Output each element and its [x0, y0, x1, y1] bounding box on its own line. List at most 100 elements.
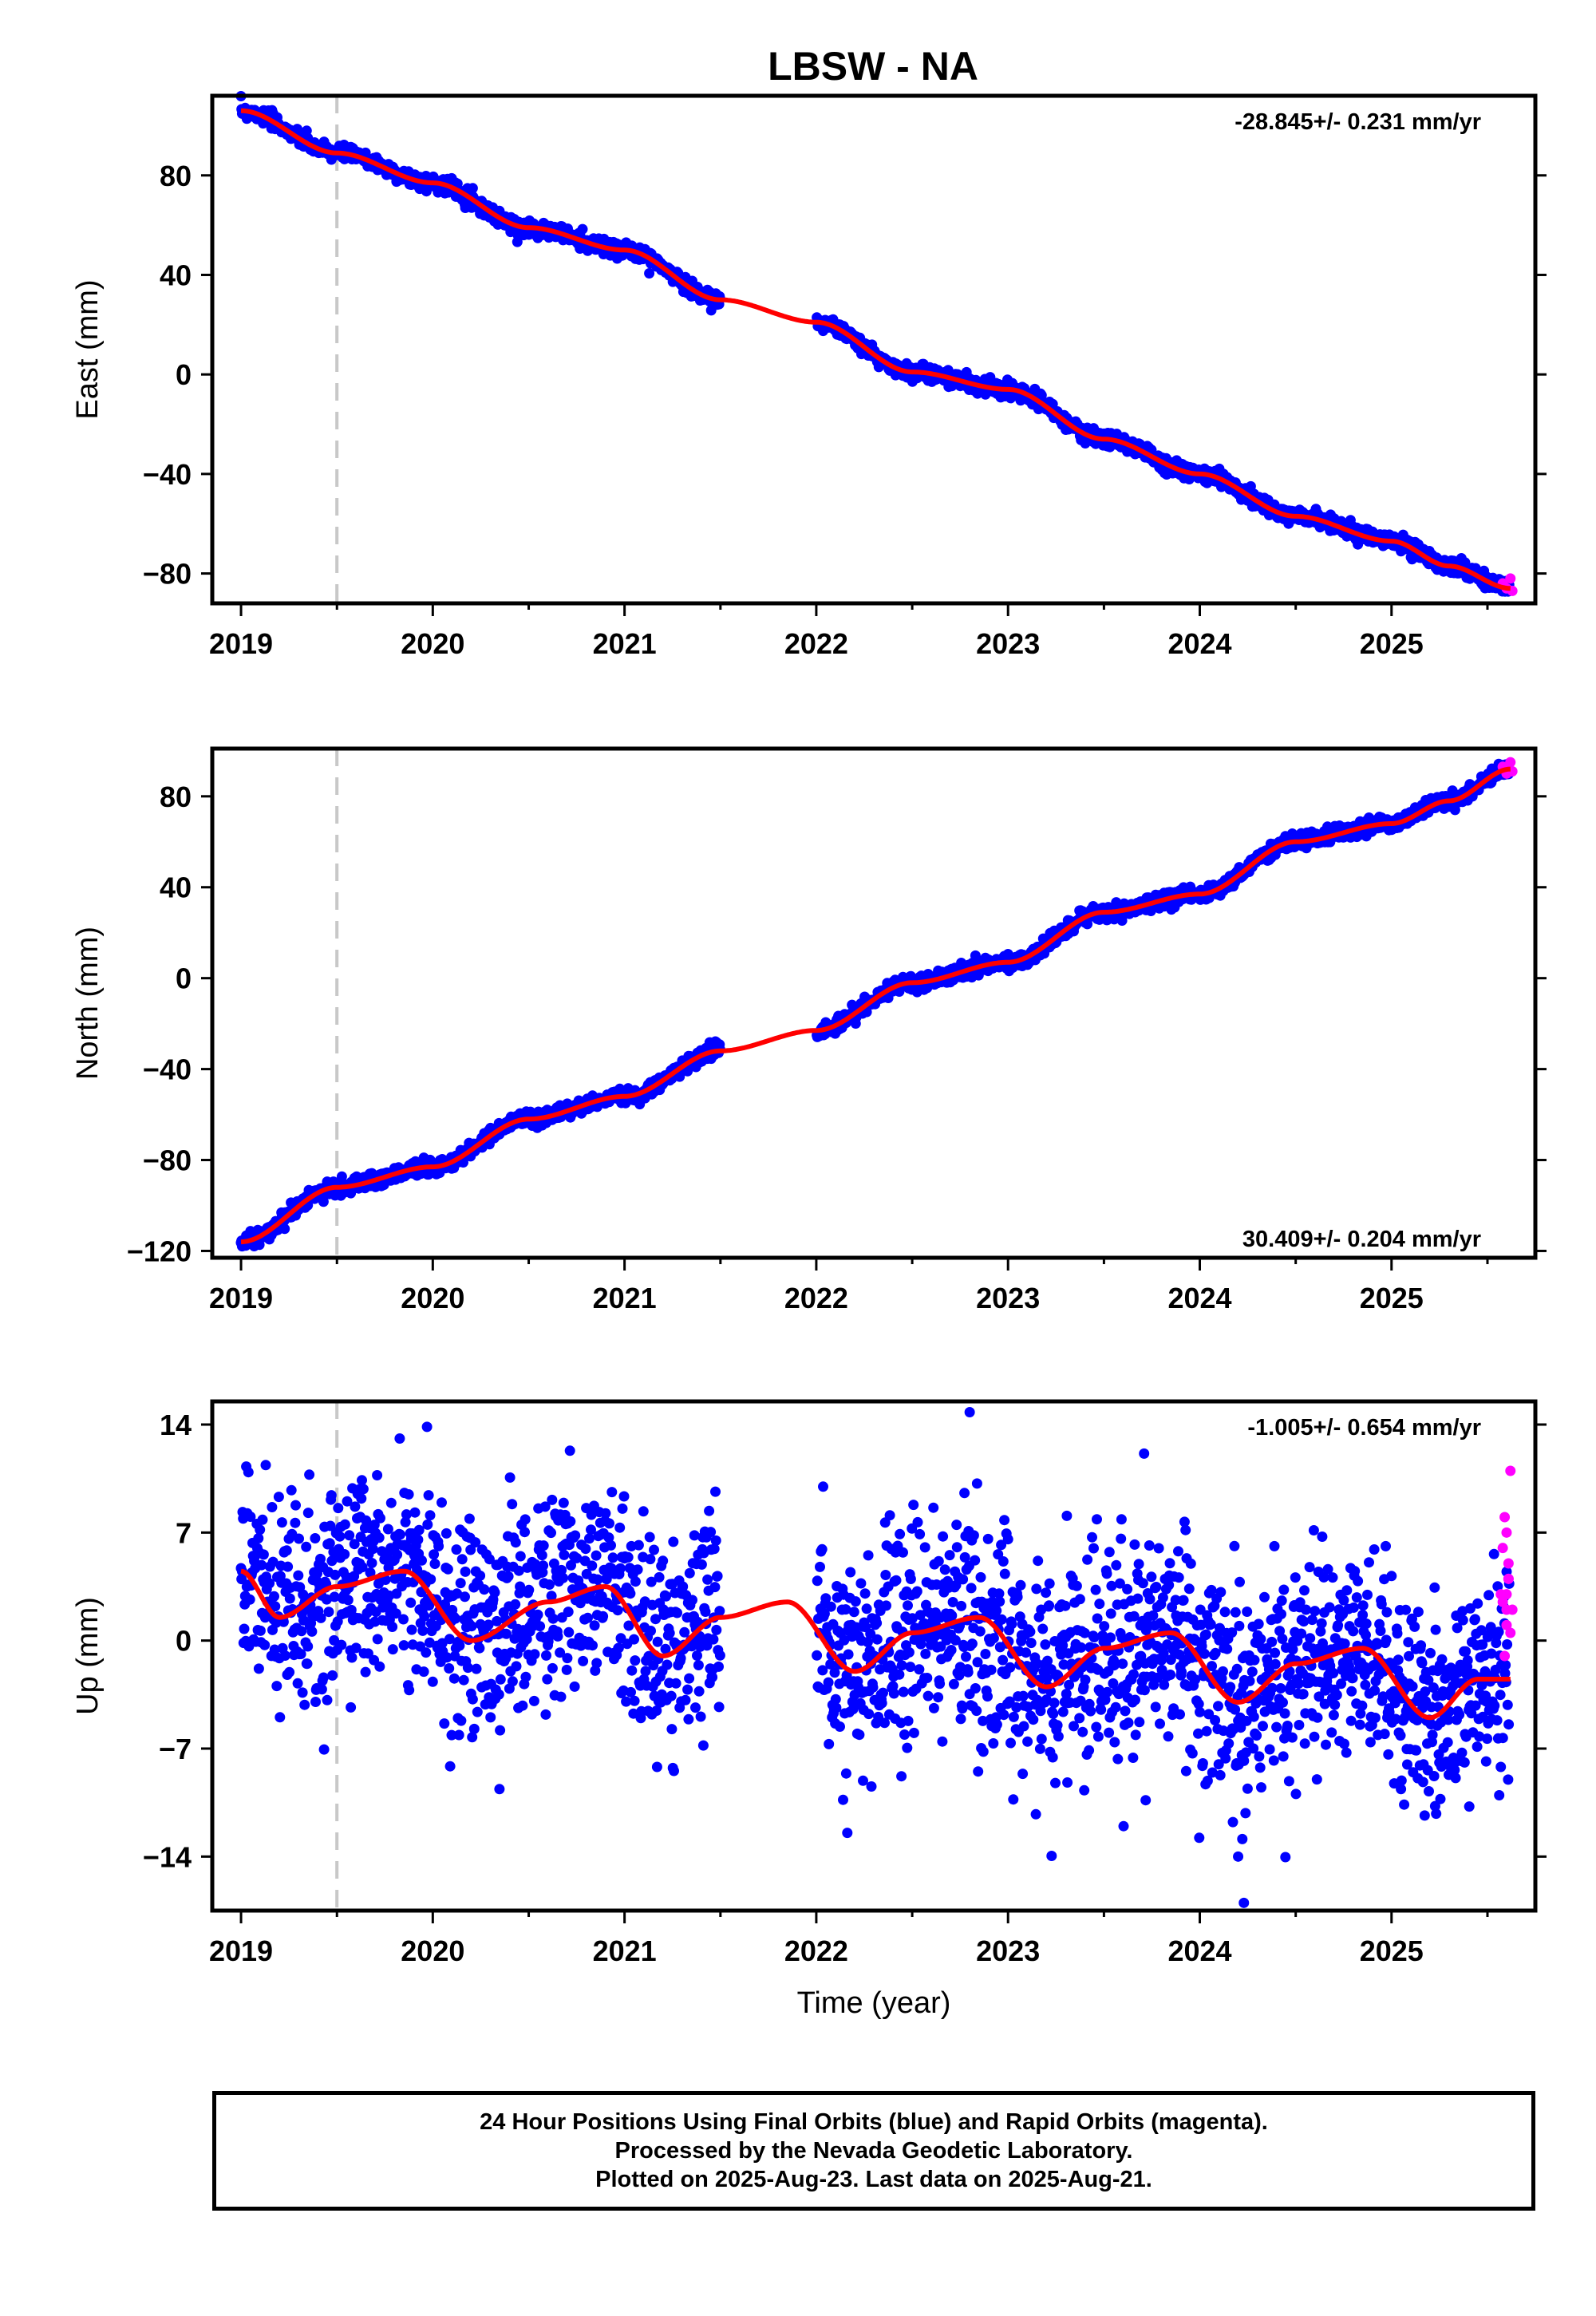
data-point	[405, 1597, 417, 1608]
data-point	[271, 1681, 282, 1692]
x-tick-label: 2021	[593, 1282, 657, 1314]
data-point	[293, 1570, 304, 1581]
data-point	[323, 1607, 334, 1618]
x-tick-label: 2025	[1360, 1282, 1424, 1314]
data-point	[334, 1531, 346, 1542]
data-point	[437, 1497, 447, 1508]
data-point	[360, 1666, 371, 1678]
data-point	[467, 183, 478, 194]
data-point	[644, 268, 655, 279]
east-rate-label: -28.845+/- 0.231 mm/yr	[1235, 109, 1481, 135]
x-tick-label: 2020	[401, 1282, 464, 1314]
data-point	[448, 1673, 460, 1684]
data-point	[444, 1663, 455, 1674]
data-point	[417, 1625, 429, 1636]
y-tick-label: 40	[160, 259, 192, 291]
data-point	[318, 1196, 329, 1207]
data-point	[427, 1676, 438, 1687]
y-tick-label: −120	[127, 1235, 192, 1267]
north-y-axis-label: North (mm)	[71, 927, 105, 1080]
y-tick-label: −40	[143, 1053, 192, 1086]
data-point	[421, 1647, 432, 1658]
data-point	[358, 1484, 369, 1495]
data-point	[282, 1561, 294, 1572]
data-point	[326, 1490, 337, 1501]
data-point	[372, 1470, 383, 1480]
data-point	[456, 1554, 468, 1565]
data-point	[253, 1663, 264, 1674]
data-point	[304, 1469, 315, 1480]
data-point	[302, 1508, 314, 1519]
data-point	[318, 1672, 329, 1683]
data-point	[327, 1670, 338, 1681]
data-point	[297, 1687, 308, 1698]
rapid-point	[1505, 573, 1516, 584]
data-point	[413, 1534, 424, 1545]
data-point	[243, 1467, 254, 1478]
rapid-point	[1505, 757, 1516, 768]
x-tick-label: 2024	[1167, 627, 1231, 660]
data-point	[453, 1729, 464, 1741]
data-point	[259, 1639, 271, 1650]
data-point	[451, 1544, 462, 1555]
data-point	[385, 1497, 397, 1508]
east-frame	[210, 93, 1538, 606]
x-tick-label: 2022	[784, 1282, 848, 1314]
data-point	[425, 1510, 436, 1521]
data-point	[318, 1744, 330, 1755]
data-point	[387, 1622, 398, 1632]
data-point	[375, 1512, 385, 1524]
data-point	[239, 1623, 250, 1634]
data-point	[374, 1661, 385, 1672]
data-point	[577, 223, 588, 235]
data-point	[333, 1503, 344, 1514]
data-point	[346, 1652, 358, 1663]
data-point	[258, 1549, 269, 1560]
data-point	[439, 1718, 450, 1729]
data-point	[339, 1519, 350, 1530]
data-point	[336, 1639, 347, 1650]
data-point	[458, 1674, 469, 1686]
data-point	[456, 1715, 467, 1726]
data-point	[279, 1650, 290, 1661]
data-point	[398, 1640, 409, 1651]
data-point	[394, 1433, 405, 1444]
data-point	[357, 1475, 367, 1486]
data-point	[460, 1591, 470, 1603]
data-point	[281, 1545, 292, 1556]
data-point	[418, 1666, 429, 1678]
data-point	[286, 1484, 297, 1496]
data-point	[455, 1578, 466, 1589]
data-point	[260, 1460, 271, 1471]
x-tick-label: 2020	[401, 627, 464, 660]
data-point	[344, 1530, 355, 1541]
data-point	[306, 1626, 318, 1637]
data-point	[284, 1593, 295, 1604]
data-point	[450, 1613, 461, 1624]
x-tick-label: 2023	[976, 1282, 1040, 1314]
data-point	[292, 1678, 303, 1689]
data-point	[440, 1528, 452, 1539]
data-point	[392, 1549, 403, 1560]
data-point	[444, 1761, 456, 1772]
data-point	[350, 1501, 361, 1512]
y-tick-label: 80	[160, 160, 192, 192]
data-point	[290, 1500, 301, 1511]
north-rate-label: 30.409+/- 0.204 mm/yr	[1242, 1227, 1481, 1252]
data-point	[276, 1517, 287, 1528]
data-point	[310, 1697, 321, 1707]
data-point	[273, 1492, 284, 1503]
data-point	[302, 1658, 313, 1670]
east-fit-line	[240, 108, 1511, 591]
data-point	[409, 1507, 421, 1518]
y-tick-label: 0	[176, 358, 192, 391]
data-point	[356, 1493, 367, 1504]
data-point	[255, 1625, 266, 1636]
data-point	[429, 1559, 440, 1569]
data-point	[310, 1533, 321, 1543]
y-tick-label: 80	[160, 781, 192, 813]
